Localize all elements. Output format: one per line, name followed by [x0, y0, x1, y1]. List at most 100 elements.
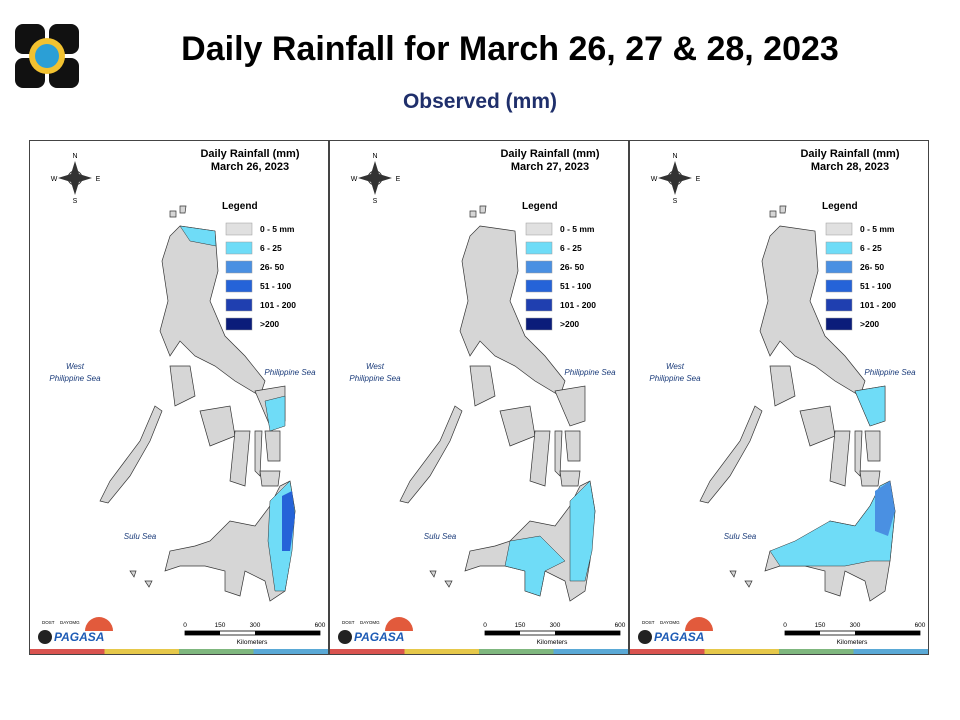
legend-label: 0 - 5 mm: [560, 224, 595, 234]
scale-bar: [185, 631, 220, 635]
map-title: Daily Rainfall (mm): [800, 148, 899, 160]
compass-s: S: [373, 198, 378, 205]
legend-swatch: [825, 241, 853, 255]
sea-label: Philippine Sea: [49, 374, 101, 383]
legend-swatch: [525, 260, 553, 274]
logo-brand: PAGASA: [654, 630, 704, 644]
map: Daily Rainfall (mm)March 27, 2023 N S E W Leg…: [330, 148, 628, 654]
rain-area: [769, 480, 896, 567]
compass-n: N: [672, 153, 677, 160]
scale-unit: Kilometers: [837, 639, 868, 646]
compass-n: N: [372, 153, 377, 160]
scale-tick: 0: [183, 622, 187, 629]
legend-swatch: [825, 298, 853, 312]
logo-umbrella: [385, 617, 413, 631]
legend-label: 51 - 100: [860, 281, 891, 291]
color-strip: [704, 649, 779, 654]
logo-mark: [338, 630, 352, 644]
scale-bar: [255, 631, 320, 635]
logo-brand: PAGASA: [354, 630, 404, 644]
sea-label: Philippine Sea: [649, 374, 701, 383]
logo-mark: [38, 630, 52, 644]
logo-brand: PAGASA: [54, 630, 104, 644]
legend-label: 51 - 100: [560, 281, 591, 291]
map-title: Daily Rainfall (mm): [200, 148, 299, 160]
legend-swatch: [525, 298, 553, 312]
legend-label: 101 - 200: [260, 300, 296, 310]
logo-top: DOST: [42, 620, 55, 625]
color-strip: [104, 649, 179, 654]
map-panel: Daily Rainfall (mm) March 28, 2023 N S E W Leg…: [629, 140, 929, 655]
legend-swatch: [225, 279, 253, 293]
map-title: Daily Rainfall (mm): [500, 148, 599, 160]
legend-label: >200: [260, 319, 279, 329]
sea-label: Sulu Sea: [124, 532, 157, 541]
scale-bar: [855, 631, 920, 635]
logo-mark: [638, 630, 652, 644]
legend-title: Legend: [222, 201, 258, 212]
compass-s: S: [673, 198, 678, 205]
sea-label: Philippine Sea: [349, 374, 401, 383]
scale-tick: 150: [215, 622, 226, 629]
color-strip: [30, 649, 105, 654]
scale-tick: 150: [515, 622, 526, 629]
sea-label: Philippine Sea: [864, 368, 916, 377]
legend-label: 51 - 100: [260, 281, 291, 291]
legend-swatch: [225, 317, 253, 331]
legend-label: 6 - 25: [860, 243, 882, 253]
rain-area: [569, 480, 596, 582]
compass-w: W: [651, 176, 658, 183]
legend-label: >200: [860, 319, 879, 329]
scale-tick: 300: [550, 622, 561, 629]
compass-e: E: [396, 176, 401, 183]
color-strip: [179, 649, 254, 654]
scale-tick: 600: [615, 622, 626, 629]
legend-label: 26- 50: [560, 262, 584, 272]
map-date: March 26, 2023: [211, 161, 289, 173]
logo-side: DAYOMG: [360, 620, 380, 625]
map-panel: Daily Rainfall (mm) March 26, 2023 N S E W Leg…: [29, 140, 329, 655]
sea-label: West: [66, 362, 85, 371]
legend-swatch: [225, 241, 253, 255]
compass-ring: [67, 170, 83, 186]
map-panel: Daily Rainfall (mm) March 27, 2023 N S E W Leg…: [329, 140, 629, 655]
legend-swatch: [525, 241, 553, 255]
rain-area: [179, 225, 217, 247]
color-strip: [404, 649, 479, 654]
compass-e: E: [696, 176, 701, 183]
sea-label: West: [666, 362, 685, 371]
legend-swatch: [825, 222, 853, 236]
legend-label: >200: [560, 319, 579, 329]
scale-bar: [555, 631, 620, 635]
legend-swatch: [525, 279, 553, 293]
compass-ring: [667, 170, 683, 186]
color-strip: [779, 649, 854, 654]
legend-swatch: [825, 260, 853, 274]
logo-side: DAYOMG: [60, 620, 80, 625]
sea-label: West: [366, 362, 385, 371]
logo-side: DAYOMG: [660, 620, 680, 625]
compass: [658, 161, 692, 195]
rain-area: [282, 491, 295, 551]
map: Daily Rainfall (mm)March 26, 2023 N S E W Leg…: [30, 148, 328, 654]
scale-tick: 0: [483, 622, 487, 629]
logo-top: DOST: [342, 620, 355, 625]
color-strip: [330, 649, 405, 654]
page-subtitle: Observed (mm): [402, 90, 558, 113]
legend-label: 101 - 200: [560, 300, 596, 310]
map-date: March 28, 2023: [811, 161, 889, 173]
scale-tick: 300: [850, 622, 861, 629]
sea-label: Philippine Sea: [264, 368, 316, 377]
rain-area: [264, 395, 286, 432]
rain-area: [875, 481, 895, 536]
logo-umbrella: [85, 617, 113, 631]
legend-swatch: [525, 222, 553, 236]
compass-e: E: [96, 176, 101, 183]
sea-label: Philippine Sea: [564, 368, 616, 377]
rain-area: [504, 535, 566, 597]
logo-umbrella: [685, 617, 713, 631]
scale-tick: 600: [915, 622, 926, 629]
compass-ring: [367, 170, 383, 186]
legend-label: 26- 50: [260, 262, 284, 272]
legend-label: 0 - 5 mm: [260, 224, 295, 234]
